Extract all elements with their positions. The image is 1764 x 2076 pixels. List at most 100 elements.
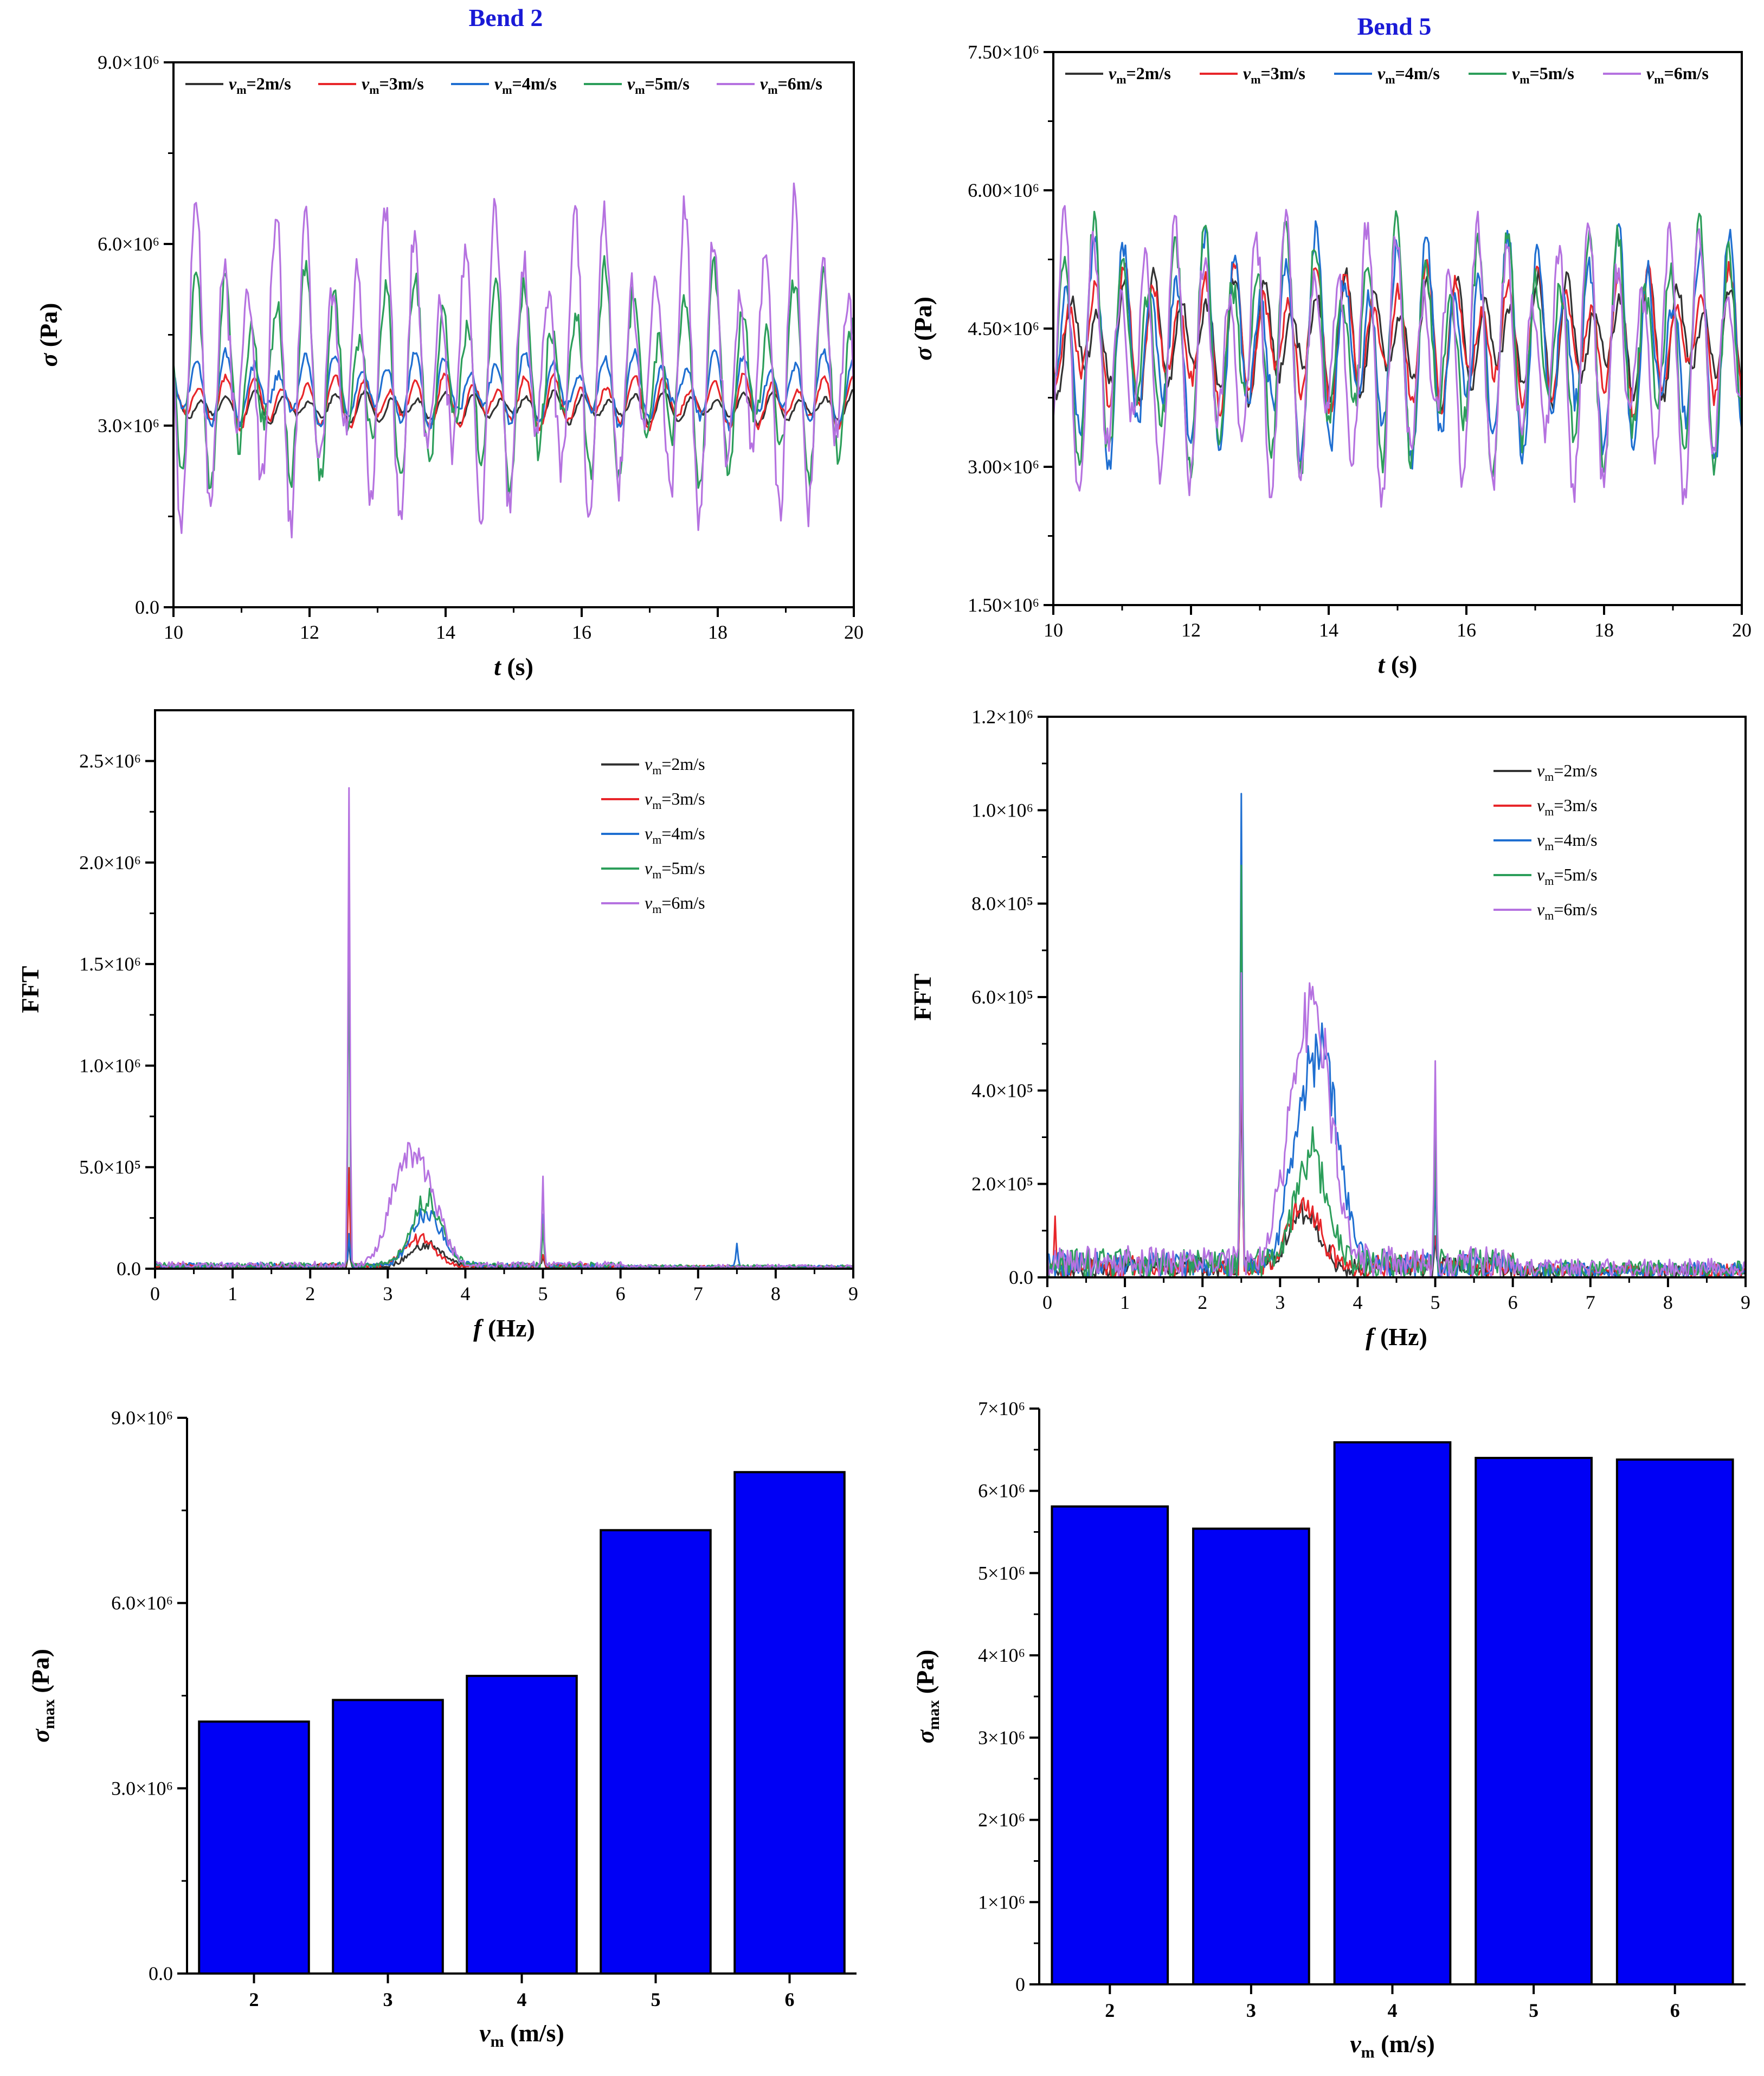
bend5-fft-series-group (1046, 793, 1747, 1278)
bend5-fft-ylabel-text: FFT (909, 974, 936, 1021)
bend2-fft-legend-label-2: vm=4m/s (645, 824, 705, 846)
bend2-time-legend-m-3: m (635, 83, 645, 97)
bend2-fft-xtick-label-8: 8 (771, 1283, 781, 1304)
bend5-time-series-4 (1052, 205, 1742, 508)
bend5-fft-legend-v-4: v (1537, 899, 1545, 919)
bend2-time-legend-label-2: vm=4m/s (494, 74, 557, 97)
bend2-time-xlabel: t (s) (494, 653, 533, 680)
bend5-fft-axes: 0.0 2.0×10⁵ 4.0×10⁵ 6.0×10⁵ 8.0×10⁵ 1.0×10⁶ 1.… (909, 706, 1750, 1351)
bend2-max-xtick-label-1: 3 (383, 1989, 393, 2010)
bend2-fft-frame (154, 709, 854, 1270)
bend5-max-xlabel-sym: v (1350, 2030, 1361, 2058)
bend2-fft-xtick-label-5: 5 (538, 1283, 548, 1304)
bend5-fft-legend-val-1: =3m/s (1554, 795, 1597, 815)
bend2-time-legend-val-1: =3m/s (379, 74, 424, 93)
bend2-fft-xtick-label-4: 4 (460, 1283, 470, 1304)
bend5-max-xtick-label-3: 5 (1529, 2000, 1538, 2021)
bend2-fft-xtick-label-7: 7 (693, 1283, 703, 1304)
bend5-time-legend-label-0: vm=2m/s (1109, 63, 1171, 86)
bend5-time-legend-v-4: v (1646, 63, 1654, 83)
bend5-max-ytick-label-2: 2×10⁶ (978, 1809, 1025, 1831)
bend5-fft-xtick-label-4: 4 (1353, 1291, 1362, 1313)
bend5-fft-xlabel: f (Hz) (1366, 1323, 1427, 1351)
bend5-time-legend-val-3: =5m/s (1530, 63, 1574, 83)
bend2-time-legend-v-4: v (760, 74, 768, 93)
bend2-fft-legend-v-2: v (645, 824, 653, 843)
bend5-fft-legend-m-1: m (1544, 805, 1554, 818)
bend5-fft-legend-m-2: m (1544, 839, 1554, 853)
bend5-fft-legend-label-2: vm=4m/s (1537, 830, 1598, 853)
bend2-fft-legend-val-3: =5m/s (661, 858, 705, 878)
bend2-time-legend-label-3: vm=5m/s (627, 74, 690, 97)
bend2-fft-legend-v-0: v (645, 754, 653, 774)
bend5-fft-legend-m-0: m (1544, 770, 1554, 783)
bend2-time-ytick-label-2: 6.0×10⁶ (98, 233, 159, 255)
bend5-time-legend-val-0: =2m/s (1126, 63, 1171, 83)
bend5-max-ytick-label-6: 6×10⁶ (978, 1480, 1025, 1502)
bend2-max-bar-2 (466, 1675, 578, 1975)
bend5-max-ytick-label-1: 1×10⁶ (978, 1891, 1025, 1913)
bend2-fft-series-2 (154, 1208, 854, 1270)
bend2-fft-legend-label-0: vm=2m/s (645, 754, 705, 777)
bend5-max-ytick-label-0: 0 (1015, 1974, 1025, 1995)
bend5-time-legend-label-2: vm=4m/s (1377, 63, 1440, 86)
bend2-time-ylabel-rest: (Pa) (35, 303, 62, 353)
bend2-time-legend-val-2: =4m/s (512, 74, 557, 93)
bend2-fft-xtick-label-1: 1 (228, 1283, 237, 1304)
bend5-max-bar-3 (1475, 1457, 1593, 1985)
bend2-fft-xtick-label-9: 9 (848, 1283, 858, 1304)
bend2-max-ylabel-sym: σ (27, 1728, 54, 1743)
bend5-fft-legend-label-0: vm=2m/s (1537, 761, 1598, 783)
bend5-time-legend-m-3: m (1520, 73, 1529, 86)
bend2-time-ytick-label-3: 9.0×10⁶ (98, 52, 159, 73)
bend5-fft-xtick-label-5: 5 (1431, 1291, 1440, 1313)
bend5-time-legend-val-2: =4m/s (1395, 63, 1440, 83)
bend2-time-legend-label-4: vm=6m/s (760, 74, 822, 97)
bend5-fft-legend-label-3: vm=5m/s (1537, 865, 1598, 888)
bend5-max-xtick-label-0: 2 (1105, 2000, 1115, 2021)
bend2-time-legend-val-0: =2m/s (247, 74, 291, 93)
bend5-fft-ytick-label-2: 4.0×10⁵ (971, 1079, 1033, 1101)
bend5-fft-series-1 (1046, 1003, 1747, 1278)
bend5-time-xtick-label-1: 12 (1181, 619, 1201, 641)
bend2-fft-legend-val-2: =4m/s (661, 824, 705, 843)
bend5-fft-legend-v-0: v (1537, 761, 1545, 780)
bend5-max-xlabel: vm (m/s) (1350, 2030, 1435, 2061)
bend2-fft-ytick-label-5: 2.5×10⁶ (79, 750, 141, 772)
bend5-fft-ytick-label-1: 2.0×10⁵ (971, 1173, 1033, 1195)
bend2-time-series-4 (172, 182, 855, 539)
bend5-time-legend-v-2: v (1377, 63, 1386, 83)
bend5-time-legend-label-4: vm=6m/s (1646, 63, 1709, 86)
bend5-max-ylabel-sym: σ (911, 1730, 939, 1744)
bend5-time-legend-m-4: m (1654, 73, 1664, 86)
bend5-time-legend-m-2: m (1385, 73, 1395, 86)
bend2-max-xlabel: vm (m/s) (479, 2019, 564, 2051)
bend5-fft-xlabel-sym: f (1366, 1323, 1376, 1351)
bend5-time-legend-label-3: vm=5m/s (1512, 63, 1574, 86)
bend5-max-ylabel-sub: max (925, 1700, 943, 1730)
bend2-fft-xtick-label-2: 2 (305, 1283, 315, 1304)
bend5-max-bar-4 (1615, 1458, 1734, 1985)
bend2-max-ytick-label-2: 6.0×10⁶ (111, 1592, 173, 1614)
bend2-time-ylabel-sym: σ (35, 353, 62, 367)
bend2-time-legend-m-4: m (768, 83, 777, 97)
bend5-max-bar-0 (1051, 1505, 1169, 1986)
bend2-time-xtick-label-0: 10 (164, 621, 183, 643)
title-bend5: Bend 5 (1357, 12, 1432, 40)
bend2-time-legend-v-3: v (627, 74, 635, 93)
bend2-fft-xtick-label-6: 6 (616, 1283, 626, 1304)
bend5-time-ylabel-rest: (Pa) (909, 297, 937, 347)
bend2-time-series-2 (172, 347, 855, 432)
bend5-fft-legend-label-1: vm=3m/s (1537, 795, 1598, 818)
bend2-fft-legend-m-1: m (652, 798, 661, 812)
bend5-fft-legend-v-3: v (1537, 865, 1545, 884)
bend2-fft-legend-label-3: vm=5m/s (645, 858, 705, 881)
bend2-time-frame (172, 61, 855, 608)
bend2-fft-ytick-label-1: 5.0×10⁵ (79, 1156, 141, 1178)
bend2-time-legend-label-0: vm=2m/s (229, 74, 291, 97)
bend5-time-xtick-label-3: 16 (1457, 619, 1476, 641)
bend2-time-legend-val-3: =5m/s (645, 74, 690, 93)
bend2-max-xlabel-rest: (m/s) (504, 2019, 564, 2047)
bend2-time-legend: vm=2m/s vm=3m/s vm=4m/s vm=5m/s vm=6m/s (185, 74, 822, 97)
bend2-fft-axes: 0.0 5.0×10⁵ 1.0×10⁶ 1.5×10⁶ 2.0×10⁶ 2.5×10⁶ 0 1… (16, 709, 858, 1342)
